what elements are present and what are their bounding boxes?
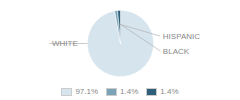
svg-text:BLACK: BLACK — [163, 47, 190, 56]
svg-text:HISPANIC: HISPANIC — [163, 32, 200, 41]
html-text:97.1%: 97.1% — [75, 87, 99, 96]
html-text:1.4%: 1.4% — [120, 87, 139, 96]
svg-text:WHITE: WHITE — [52, 39, 78, 48]
html-text:1.4%: 1.4% — [160, 87, 179, 96]
